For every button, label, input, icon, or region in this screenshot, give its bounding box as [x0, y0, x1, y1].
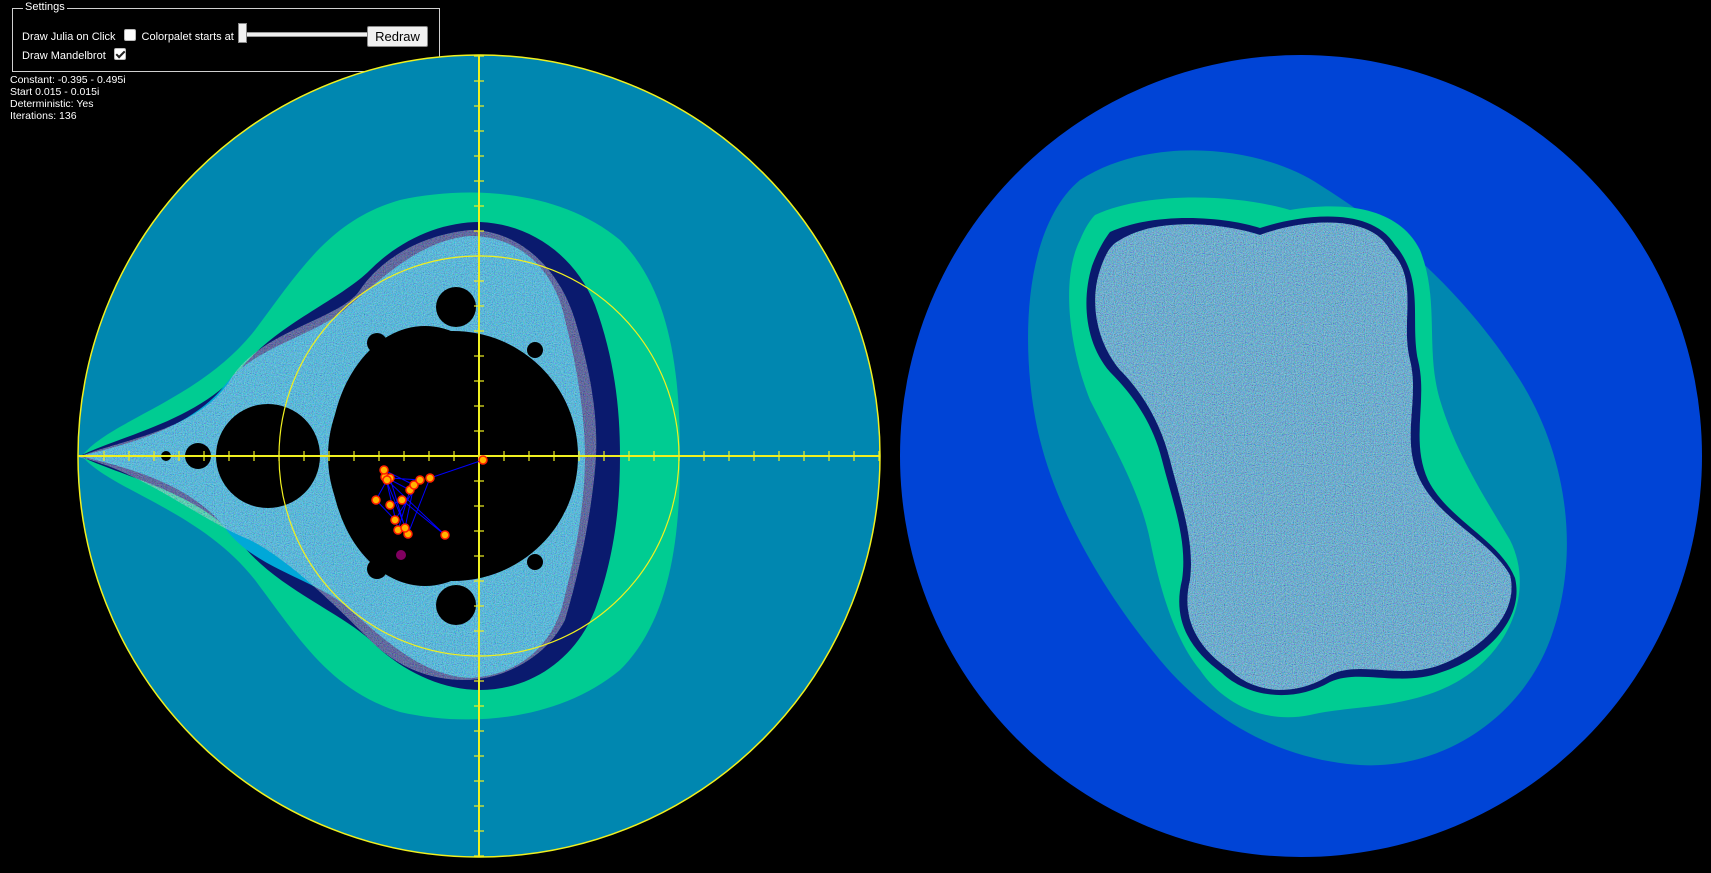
constant-readout: Constant: -0.395 - 0.495i: [10, 74, 126, 86]
orbit-point: [400, 523, 410, 533]
constant-point: [396, 550, 406, 560]
settings-panel: Settings Draw Julia on Click Colorpalet …: [12, 1, 440, 72]
draw-julia-checkbox[interactable]: [123, 29, 136, 41]
draw-julia-label: Draw Julia on Click: [22, 31, 116, 43]
colorpalet-slider[interactable]: [237, 23, 368, 43]
orbit-point: [385, 500, 395, 510]
settings-row-2: Draw Mandelbrot: [22, 48, 126, 62]
colorpalet-label: Colorpalet starts at: [141, 31, 234, 43]
draw-mandelbrot-label: Draw Mandelbrot: [22, 50, 106, 62]
info-readout: Constant: -0.395 - 0.495i Start 0.015 - …: [10, 74, 126, 122]
draw-mandelbrot-checkbox[interactable]: [113, 48, 126, 60]
iterations-readout: Iterations: 136: [10, 110, 77, 122]
start-readout: Start 0.015 - 0.015i: [10, 86, 100, 98]
mandelbrot-view[interactable]: [70, 54, 881, 858]
axis-ticks: [103, 55, 880, 857]
redraw-button[interactable]: Redraw: [367, 26, 428, 47]
settings-legend: Settings: [23, 1, 67, 13]
orbit-point: [371, 495, 381, 505]
orbit-point: [415, 475, 425, 485]
deterministic-readout: Deterministic: Yes: [10, 98, 94, 110]
colorpalet-slider-thumb[interactable]: [237, 23, 247, 43]
orbit-point: [397, 495, 407, 505]
julia-view[interactable]: [900, 55, 1702, 857]
orbit-point: [409, 480, 419, 490]
settings-row-1: Draw Julia on Click Colorpalet starts at: [22, 23, 368, 47]
orbit-point: [379, 465, 389, 475]
orbit-point: [478, 455, 488, 465]
orbit-point: [382, 475, 392, 485]
orbit-path: [371, 455, 488, 540]
orbit-point: [390, 515, 400, 525]
orbit-point: [440, 530, 450, 540]
orbit-point: [425, 473, 435, 483]
